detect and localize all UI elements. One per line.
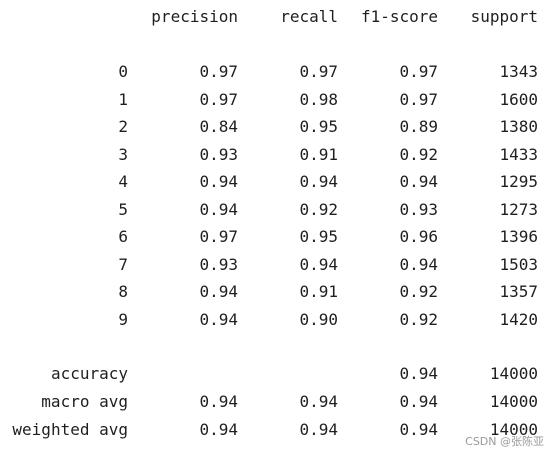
class-label: 4 [118, 172, 128, 191]
class-label: 2 [118, 117, 128, 136]
support-value: 1273 [499, 199, 538, 219]
support-value: 14000 [489, 420, 538, 439]
weighted-avg-row: weighted avg 0.94 0.94 0.94 14000 [0, 416, 550, 443]
f1-value: 0.92 [399, 282, 438, 301]
precision-value: 0.94 [199, 392, 238, 411]
precision-value: 0.93 [199, 144, 238, 164]
precision-value: 0.97 [199, 62, 238, 81]
support-value: 1343 [499, 62, 538, 81]
recall-value: 0.94 [299, 254, 338, 274]
class-row: 1 0.97 0.98 0.97 1600 [0, 86, 550, 113]
f1-value: 0.94 [399, 420, 438, 439]
recall-value: 0.98 [299, 89, 338, 109]
precision-value: 0.94 [199, 199, 238, 219]
accuracy-row: accuracy 0.94 14000 [0, 360, 550, 387]
precision-value: 0.84 [199, 117, 238, 136]
f1-value: 0.97 [399, 89, 438, 109]
recall-value: 0.95 [299, 227, 338, 246]
support-value: 1433 [499, 144, 538, 164]
f1-value: 0.93 [399, 199, 438, 219]
summary-label: weighted avg [12, 420, 128, 439]
support-value: 1420 [499, 309, 538, 329]
f1-value: 0.94 [399, 392, 438, 411]
header-support: support [470, 7, 538, 26]
precision-value: 0.94 [199, 420, 238, 439]
class-label: 7 [118, 254, 128, 274]
support-value: 1396 [499, 227, 538, 246]
summary-label: accuracy [50, 364, 128, 383]
support-value: 1295 [499, 172, 538, 191]
class-row: 8 0.94 0.91 0.92 1357 [0, 278, 550, 305]
recall-value: 0.94 [299, 392, 338, 411]
recall-value: 0.92 [299, 199, 338, 219]
precision-value: 0.97 [199, 89, 238, 109]
support-value: 1357 [499, 282, 538, 301]
support-value: 1503 [499, 254, 538, 274]
header-recall: recall [280, 7, 338, 26]
recall-value: 0.91 [299, 144, 338, 164]
support-value: 1380 [499, 117, 538, 136]
f1-value: 0.97 [399, 62, 438, 81]
header-precision: precision [151, 7, 238, 26]
recall-value: 0.95 [299, 117, 338, 136]
class-row: 3 0.93 0.91 0.92 1433 [0, 141, 550, 168]
recall-value: 0.94 [299, 172, 338, 191]
f1-value: 0.94 [399, 172, 438, 191]
header-f1-score: f1-score [360, 7, 438, 26]
recall-value: 0.90 [299, 309, 338, 329]
support-value: 14000 [489, 364, 538, 383]
f1-value: 0.94 [399, 364, 438, 383]
f1-value: 0.92 [399, 144, 438, 164]
summary-label: macro avg [41, 392, 128, 411]
macro-avg-row: macro avg 0.94 0.94 0.94 14000 [0, 388, 550, 415]
class-label: 9 [118, 309, 128, 329]
class-row: 6 0.97 0.95 0.96 1396 [0, 223, 550, 250]
class-row: 5 0.94 0.92 0.93 1273 [0, 196, 550, 223]
f1-value: 0.92 [399, 309, 438, 329]
class-label: 1 [118, 89, 128, 109]
watermark: CSDN @张陈亚 [465, 435, 544, 448]
recall-value: 0.91 [299, 282, 338, 301]
class-row: 2 0.84 0.95 0.89 1380 [0, 113, 550, 140]
class-row: 4 0.94 0.94 0.94 1295 [0, 168, 550, 195]
class-label: 5 [118, 199, 128, 219]
class-row: 9 0.94 0.90 0.92 1420 [0, 306, 550, 333]
recall-value: 0.94 [299, 420, 338, 439]
support-value: 14000 [489, 392, 538, 411]
f1-value: 0.94 [399, 254, 438, 274]
class-row: 0 0.97 0.97 0.97 1343 [0, 58, 550, 85]
class-label: 8 [118, 282, 128, 301]
class-row: 7 0.93 0.94 0.94 1503 [0, 251, 550, 278]
precision-value: 0.94 [199, 172, 238, 191]
class-label: 3 [118, 144, 128, 164]
precision-value: 0.94 [199, 282, 238, 301]
precision-value: 0.93 [199, 254, 238, 274]
support-value: 1600 [499, 89, 538, 109]
f1-value: 0.89 [399, 117, 438, 136]
report-header-row: precision recall f1-score support [0, 3, 550, 30]
class-label: 0 [118, 62, 128, 81]
recall-value: 0.97 [299, 62, 338, 81]
precision-value: 0.97 [199, 227, 238, 246]
class-label: 6 [118, 227, 128, 246]
f1-value: 0.96 [399, 227, 438, 246]
precision-value: 0.94 [199, 309, 238, 329]
